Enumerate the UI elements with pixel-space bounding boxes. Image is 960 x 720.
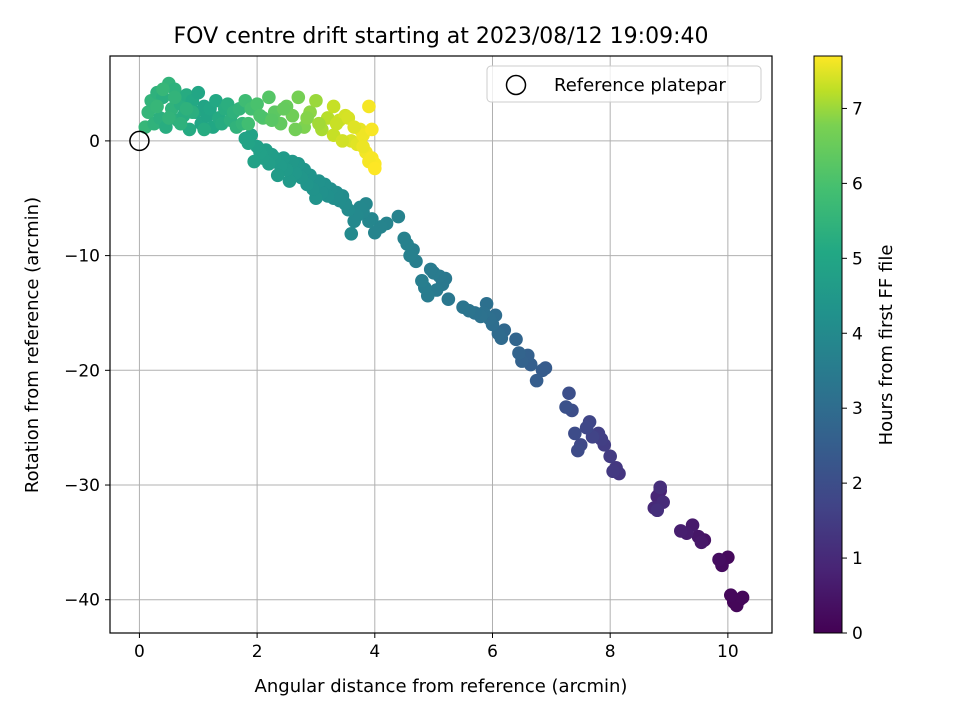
data-point: [238, 131, 253, 146]
data-point: [162, 111, 176, 125]
data-point: [724, 588, 738, 602]
data-point: [253, 108, 267, 123]
data-point: [415, 274, 429, 288]
plot-frame: [109, 55, 773, 634]
data-point: [603, 449, 617, 464]
data-point: [241, 116, 256, 131]
data-point: [250, 97, 264, 111]
y-axis-label: Rotation from reference (arcmin): [22, 197, 43, 493]
data-point: [197, 122, 211, 137]
colorbar-tick-label: 3: [852, 399, 863, 419]
data-point: [365, 122, 379, 137]
data-point: [362, 99, 376, 114]
y-tick-label: −30: [64, 476, 100, 496]
x-tick-label: 8: [605, 642, 616, 662]
data-point: [571, 443, 585, 458]
data-point: [262, 90, 276, 105]
data-point: [653, 480, 667, 495]
data-point: [156, 82, 170, 97]
data-point: [535, 363, 550, 378]
data-point: [579, 420, 594, 435]
y-tick-label: −20: [64, 361, 100, 381]
data-point: [300, 111, 314, 125]
data-point: [606, 464, 620, 479]
x-tick-label: 4: [369, 642, 380, 662]
data-point: [356, 139, 370, 154]
y-tick-label: −40: [64, 591, 100, 611]
data-point: [173, 116, 188, 131]
data-point: [397, 231, 412, 246]
data-point: [712, 552, 726, 567]
legend-box: [486, 65, 762, 103]
data-points: [138, 76, 750, 613]
data-point: [694, 535, 709, 550]
reference-marker: [129, 130, 150, 152]
colorbar-tick-label: 2: [852, 474, 863, 494]
data-point: [270, 168, 285, 183]
legend: Reference platepar: [486, 65, 762, 103]
data-point: [344, 227, 359, 241]
data-point: [650, 503, 665, 518]
x-axis-ticks: 0 2 4 6 8 10: [134, 633, 739, 662]
data-point: [150, 99, 164, 114]
data-point: [288, 122, 303, 137]
data-point: [326, 99, 341, 114]
data-point: [512, 346, 526, 360]
data-point: [403, 248, 417, 263]
data-point: [291, 90, 306, 105]
legend-marker: [505, 74, 527, 96]
chart-title: FOV centre drift starting at 2023/08/12 …: [174, 24, 709, 49]
x-tick-label: 2: [252, 642, 263, 662]
data-point: [441, 292, 456, 306]
data-point: [191, 85, 206, 100]
y-tick-label: 0: [89, 132, 100, 152]
y-tick-label: −10: [64, 247, 100, 267]
data-point: [312, 116, 326, 131]
colorbar-tick-label: 1: [852, 549, 863, 569]
data-point: [456, 300, 470, 315]
colorbar: [813, 55, 843, 634]
x-tick-label: 6: [487, 642, 498, 662]
data-point: [276, 101, 291, 116]
data-point: [423, 262, 438, 277]
colorbar-label: Hours from first FF file: [876, 245, 897, 446]
data-point: [309, 93, 323, 108]
data-point: [391, 209, 406, 224]
data-point: [347, 120, 362, 134]
x-tick-label: 10: [717, 642, 739, 662]
colorbar-tick-label: 5: [852, 249, 863, 269]
data-point: [247, 154, 261, 169]
data-point: [368, 225, 382, 240]
data-point: [529, 373, 544, 388]
data-point: [179, 101, 194, 116]
data-point: [335, 134, 350, 148]
legend-entry-reference: Reference platepar: [554, 75, 726, 96]
data-point: [673, 524, 688, 538]
colorbar-tick-label: 6: [852, 174, 863, 194]
data-point: [562, 386, 576, 401]
data-point: [347, 214, 362, 228]
colorbar-ticks: 0 1 2 3 4 5 6 7: [842, 99, 863, 644]
colorbar-tick-label: 0: [852, 624, 863, 644]
data-point: [282, 174, 297, 188]
x-tick-label: 0: [134, 642, 145, 662]
data-point: [209, 93, 223, 108]
data-point: [559, 400, 573, 414]
data-point: [568, 426, 582, 441]
data-point: [329, 116, 344, 131]
colorbar-tick-label: 4: [852, 324, 863, 344]
data-point: [167, 90, 182, 105]
data-point: [368, 161, 382, 176]
y-axis-ticks: 0 −10 −20 −30 −40: [64, 132, 110, 611]
data-point: [509, 332, 523, 347]
grid: [110, 56, 772, 633]
data-point: [265, 113, 279, 128]
colorbar-tick-label: 7: [852, 99, 863, 119]
x-axis-label: Angular distance from reference (arcmin): [255, 676, 628, 697]
data-point: [735, 590, 750, 605]
